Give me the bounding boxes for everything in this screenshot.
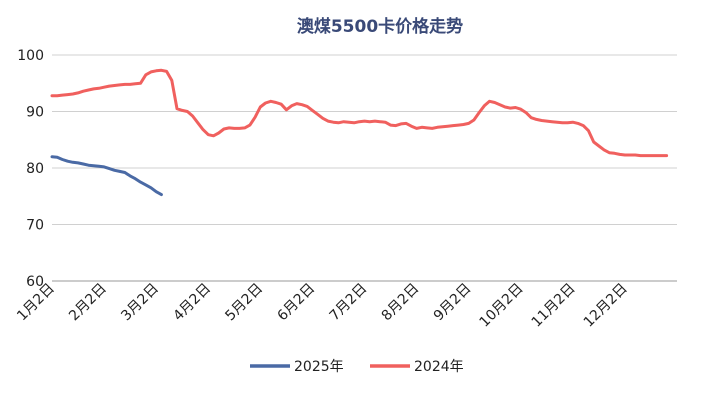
x-tick-label: 4月2日 bbox=[170, 281, 214, 325]
y-tick-label: 90 bbox=[26, 105, 44, 121]
x-tick-label: 3月2日 bbox=[118, 281, 162, 325]
x-tick-label: 10月2日 bbox=[477, 281, 527, 331]
series-line bbox=[50, 155, 163, 197]
x-tick-label: 6月2日 bbox=[275, 281, 319, 325]
chart-title: 澳煤5500卡价格走势 bbox=[296, 17, 464, 37]
x-tick-label: 9月2日 bbox=[431, 281, 475, 325]
legend-label: 2025年 bbox=[294, 359, 344, 375]
x-tick-label: 2月2日 bbox=[66, 281, 110, 325]
x-tick-label: 5月2日 bbox=[222, 281, 266, 325]
y-tick-label: 100 bbox=[17, 48, 44, 64]
y-tick-label: 60 bbox=[26, 274, 44, 290]
y-tick-label: 80 bbox=[26, 161, 44, 177]
series-line bbox=[50, 68, 669, 158]
x-tick-label: 7月2日 bbox=[327, 281, 371, 325]
x-tick-label: 11月2日 bbox=[529, 281, 579, 331]
legend-label: 2024年 bbox=[414, 359, 464, 375]
x-tick-label: 8月2日 bbox=[379, 281, 423, 325]
x-tick-label: 12月2日 bbox=[581, 281, 631, 331]
y-tick-label: 70 bbox=[26, 218, 44, 234]
